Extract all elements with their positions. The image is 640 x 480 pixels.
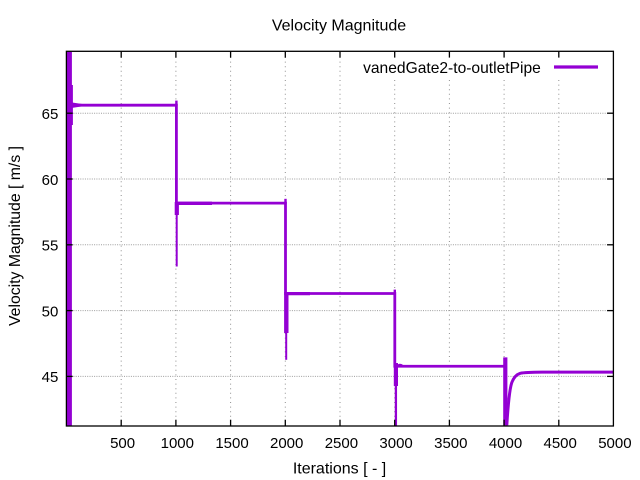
svg-text:55: 55	[42, 238, 59, 255]
svg-text:4000: 4000	[489, 435, 522, 452]
svg-text:3000: 3000	[379, 435, 412, 452]
svg-text:vanedGate2-to-outletPipe: vanedGate2-to-outletPipe	[363, 60, 541, 77]
svg-text:45: 45	[42, 369, 59, 386]
svg-text:1000: 1000	[161, 435, 194, 452]
svg-text:50: 50	[42, 303, 59, 320]
svg-text:60: 60	[42, 172, 59, 189]
svg-text:1500: 1500	[215, 435, 248, 452]
svg-text:4500: 4500	[544, 435, 577, 452]
svg-text:3500: 3500	[434, 435, 467, 452]
svg-text:Velocity Magnitude [ m/s ]: Velocity Magnitude [ m/s ]	[7, 146, 24, 326]
svg-text:65: 65	[42, 106, 59, 123]
svg-text:Velocity Magnitude: Velocity Magnitude	[272, 18, 406, 35]
svg-text:Iterations [ - ]: Iterations [ - ]	[293, 461, 386, 478]
svg-text:500: 500	[110, 435, 135, 452]
svg-text:2500: 2500	[325, 435, 358, 452]
svg-text:2000: 2000	[270, 435, 303, 452]
svg-text:5000: 5000	[598, 435, 631, 452]
